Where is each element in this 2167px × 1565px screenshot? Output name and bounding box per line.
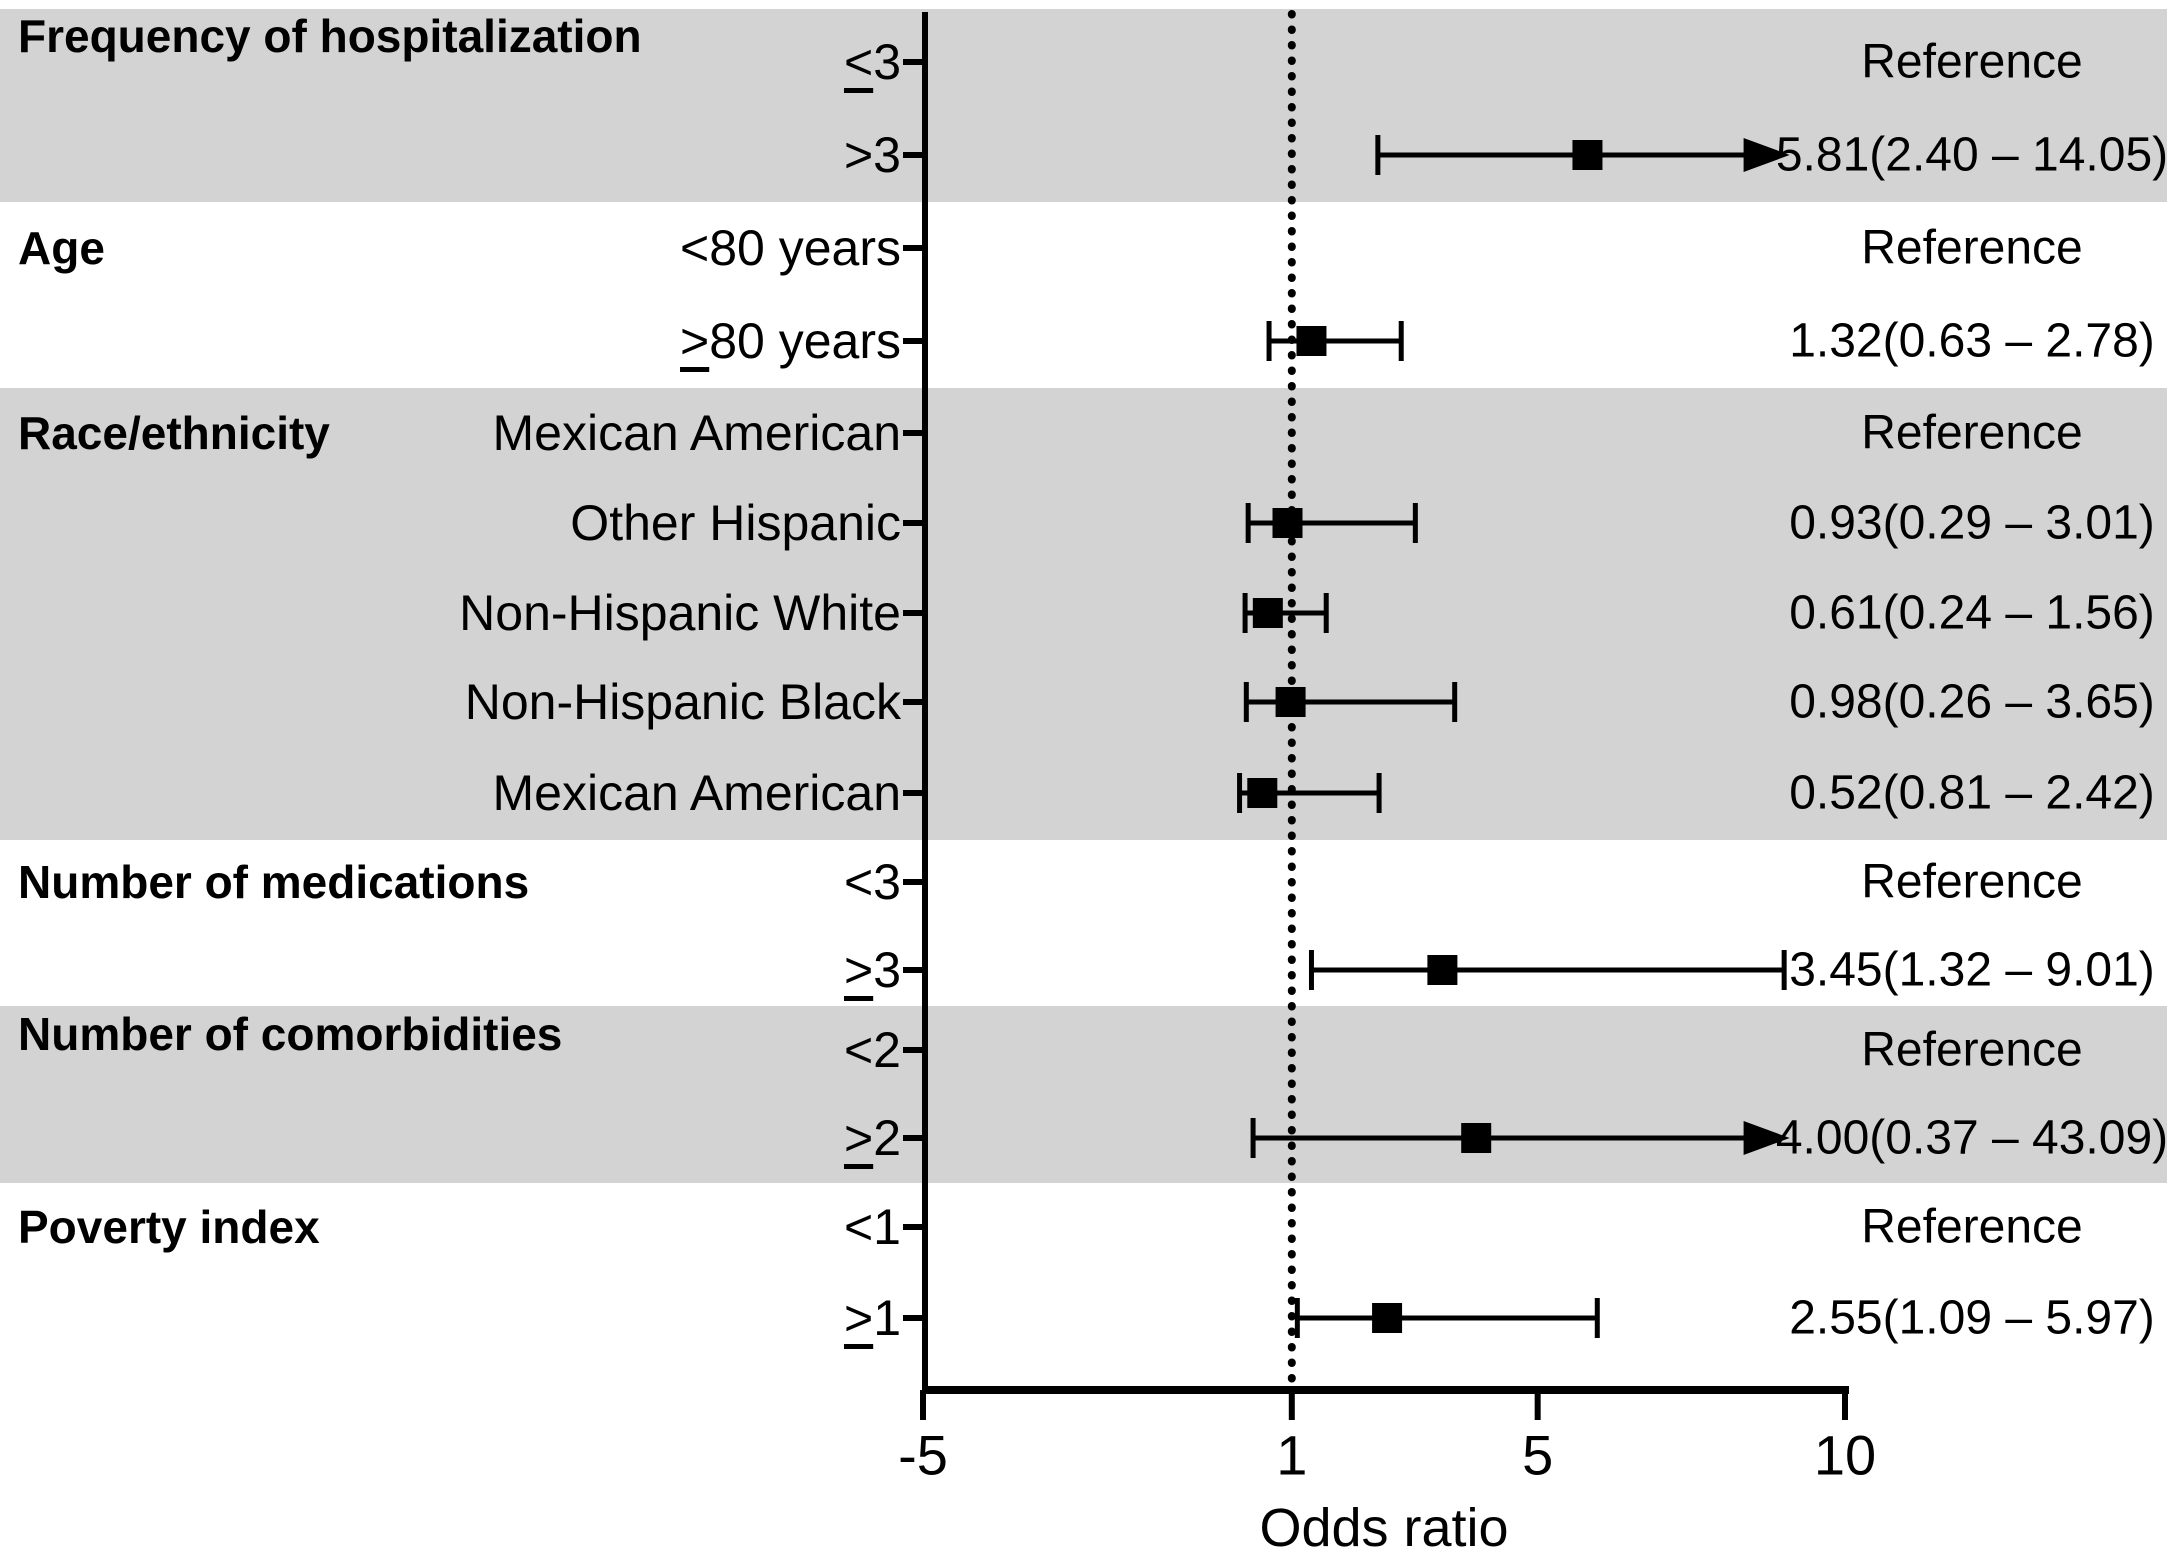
value-label: 2.55(1.09 – 5.97) [1789,1292,2155,1345]
value-label: 4.00(0.37 – 43.09) [1776,1112,2167,1165]
row-label: >80 years [680,313,901,369]
row-label: >3 [844,942,901,998]
value-label: 0.98(0.26 – 3.65) [1789,676,2155,729]
group-band [0,1183,2167,1390]
category-label: Number of medications [18,856,529,908]
arrow-right-icon [1743,1121,1790,1155]
value-label: Reference [1861,36,2082,89]
row-label: Mexican American [493,765,902,821]
or-marker [1296,326,1327,356]
x-tick-label: -5 [898,1424,948,1487]
category-label: Poverty index [18,1201,320,1253]
value-label: Reference [1861,407,2082,460]
row-label: <2 [844,1022,901,1078]
group-band [0,388,2167,840]
or-marker [1272,508,1303,538]
row-label: <1 [844,1199,901,1255]
group-band [0,840,2167,1006]
or-marker [1252,598,1283,628]
category-label: Number of comorbidities [18,1008,562,1060]
or-marker [1275,687,1306,717]
value-label: Reference [1861,1024,2082,1077]
row-label: <3 [844,34,901,90]
category-label: Race/ethnicity [18,407,330,459]
x-axis-title: Odds ratio [1259,1498,1508,1558]
row-label: >1 [844,1290,901,1346]
or-marker [1372,1303,1403,1333]
value-label: 0.93(0.29 – 3.01) [1789,497,2155,550]
value-label: Reference [1861,856,2082,909]
row-label: <80 years [680,220,901,276]
row-label: Other Hispanic [570,495,901,551]
or-marker [1247,778,1278,808]
group-band [0,202,2167,388]
or-marker [1427,955,1458,985]
group-band [0,1006,2167,1183]
row-label: Mexican American [493,405,902,461]
x-tick-label: 1 [1276,1424,1307,1487]
row-label: >2 [844,1110,901,1166]
value-label: Reference [1861,1201,2082,1254]
value-label: 5.81(2.40 – 14.05) [1776,129,2167,182]
category-label: Frequency of hospitalization [18,10,642,62]
group-band [0,9,2167,202]
or-marker [1572,140,1603,170]
value-label: 1.32(0.63 – 2.78) [1789,315,2155,368]
x-tick-label: 10 [1814,1424,1876,1487]
category-label: Age [18,222,105,274]
row-label: <3 [844,854,901,910]
value-label: 0.61(0.24 – 1.56) [1789,587,2155,640]
value-label: 3.45(1.32 – 9.01) [1789,944,2155,997]
row-label: Non-Hispanic White [459,585,901,641]
row-label: Non-Hispanic Black [465,674,902,730]
arrow-right-icon [1743,138,1790,172]
or-marker [1461,1123,1492,1153]
x-tick-label: 5 [1522,1424,1553,1487]
value-label: 0.52(0.81 – 2.42) [1789,767,2155,820]
row-label: >3 [844,127,901,183]
value-label: Reference [1861,222,2082,275]
